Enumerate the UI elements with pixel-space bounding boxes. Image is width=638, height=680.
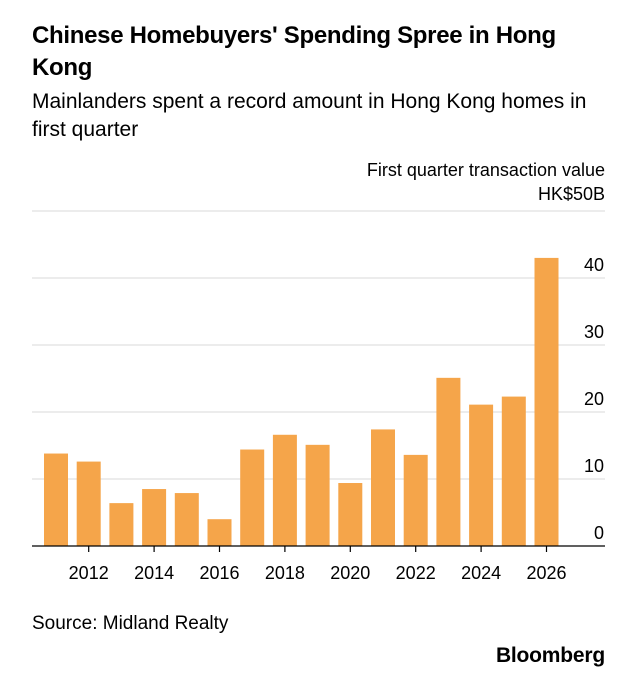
bar-chart: 0 10 20 30 40 2012 2014 2016 2018 2020 2022 2024 202… [32,210,605,583]
bar-2011 [44,453,68,546]
bar-2013 [109,503,134,546]
x-tick-label: 2020 [330,563,370,583]
bar-2019 [305,444,330,546]
x-tick-label: 2014 [134,563,174,583]
bar-2020 [338,483,363,546]
top-axis-label: HK$50B [537,184,605,204]
unit-label: First quarter transaction value [366,160,605,180]
bar-2017 [240,449,265,546]
y-tick-label: 10 [584,456,604,476]
bar-2012 [76,461,101,546]
source-note: Source: Midland Realty [32,613,229,634]
bar-2014 [142,489,167,546]
x-tick-label: 2018 [265,563,305,583]
bar-2023 [436,377,461,546]
y-tick-label: 30 [584,322,604,342]
x-tick-label: 2024 [461,563,501,583]
y-tick-label: 40 [584,255,604,275]
chart-subtitle: Mainlanders spent a record amount in Hon… [32,90,587,141]
bar-2024 [469,404,494,546]
y-tick-label: 0 [594,523,604,543]
bar-2025 [501,396,526,546]
x-tick-label: 2022 [396,563,436,583]
x-tick-label: 2026 [526,563,566,583]
bloomberg-logo: Bloomberg [495,644,605,667]
bar-2026 [534,257,559,546]
bar-2018 [272,434,297,546]
x-tick-label: 2016 [199,563,239,583]
bar-2021 [371,429,395,546]
bar-2022 [403,454,428,546]
bar-2016 [207,519,232,546]
chart-title: Chinese Homebuyers' Spending Spree in Ho… [32,22,556,81]
bar-2015 [174,493,199,546]
x-tick-label: 2012 [69,563,109,583]
y-tick-label: 20 [584,389,604,409]
